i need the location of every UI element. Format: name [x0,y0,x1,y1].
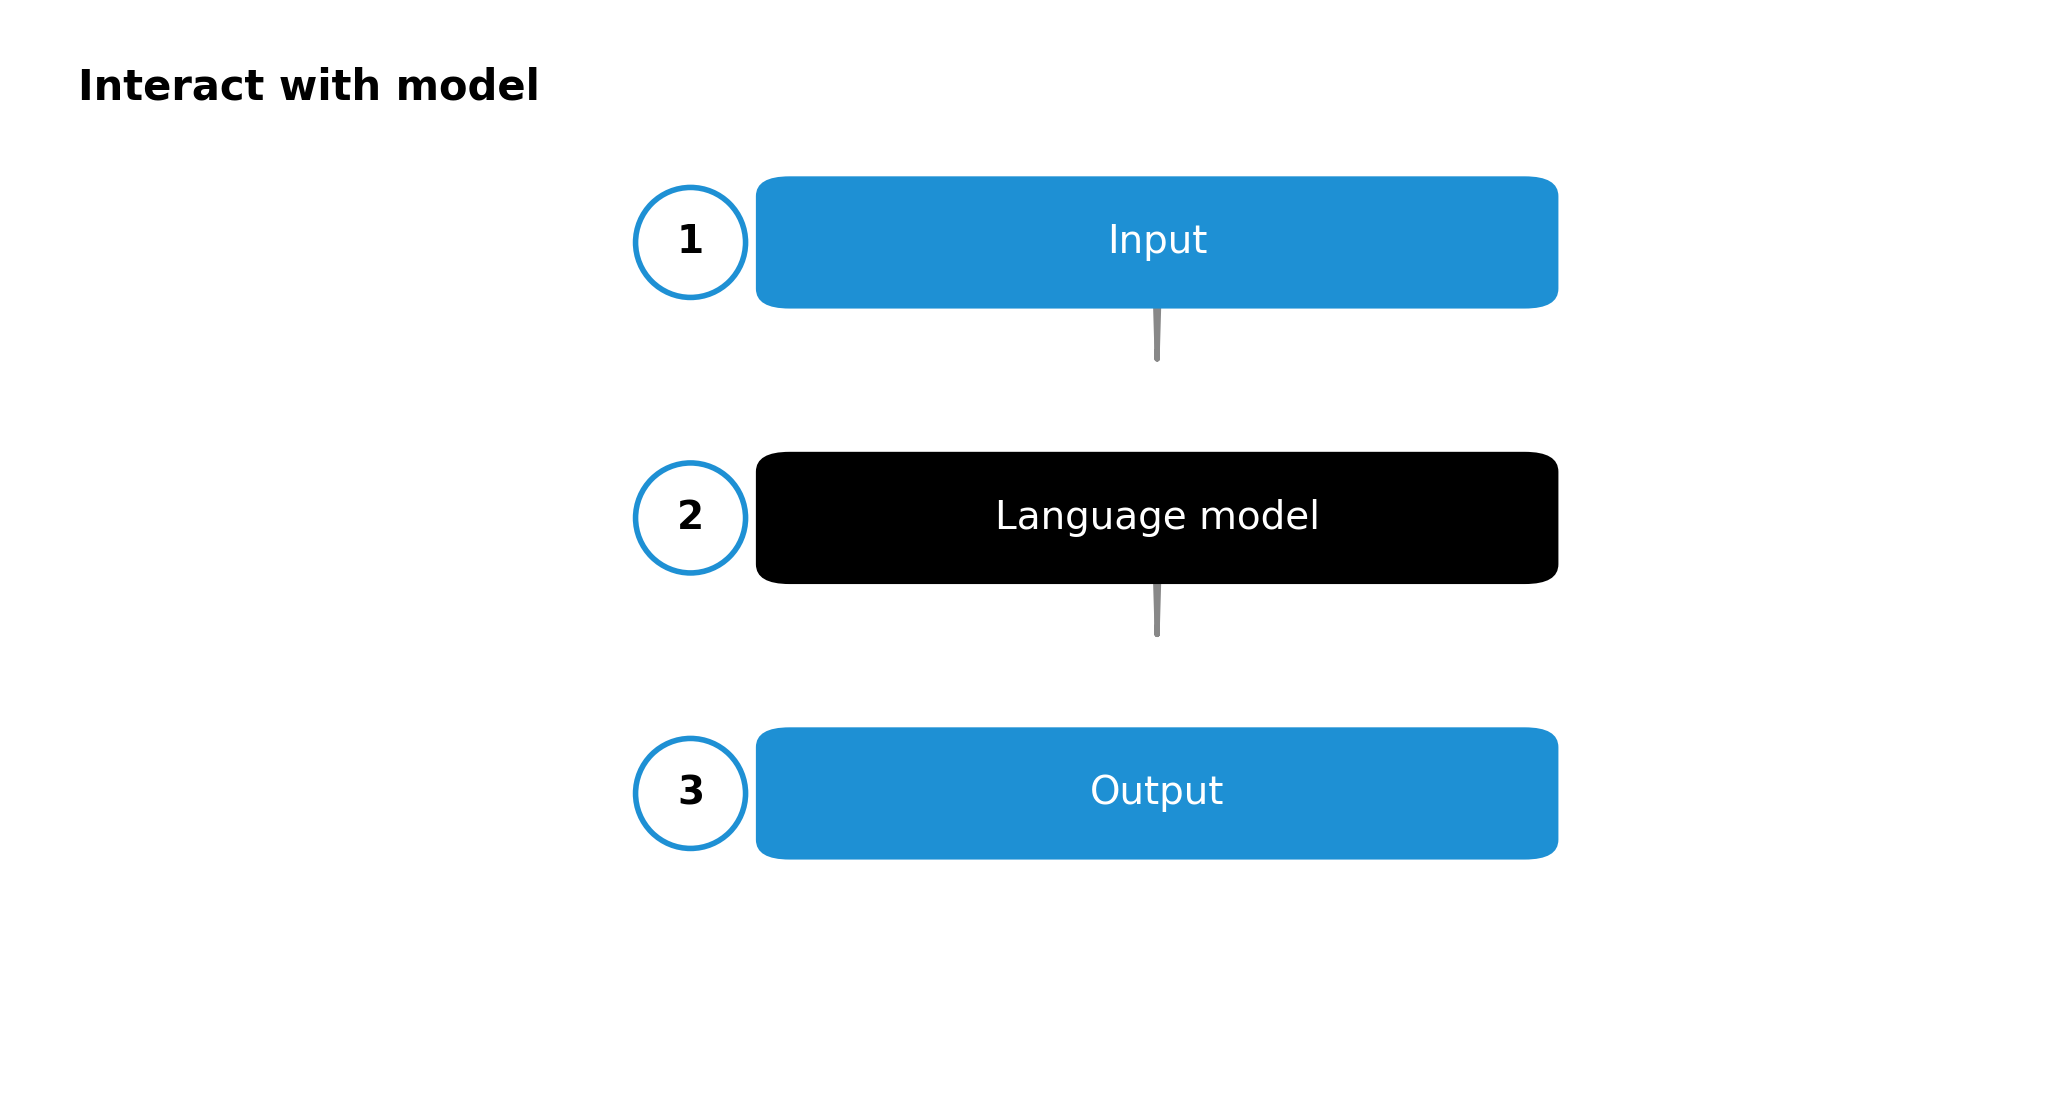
Text: 1: 1 [677,224,704,261]
Text: Interact with model: Interact with model [78,66,540,108]
Text: Language model: Language model [994,499,1320,537]
Text: Input: Input [1107,224,1207,261]
Text: 3: 3 [677,775,704,812]
Text: Output: Output [1090,775,1224,812]
FancyBboxPatch shape [756,727,1558,860]
Ellipse shape [636,187,745,298]
Ellipse shape [636,738,745,849]
FancyBboxPatch shape [756,176,1558,309]
Text: 2: 2 [677,499,704,537]
FancyBboxPatch shape [756,452,1558,584]
Ellipse shape [636,463,745,573]
